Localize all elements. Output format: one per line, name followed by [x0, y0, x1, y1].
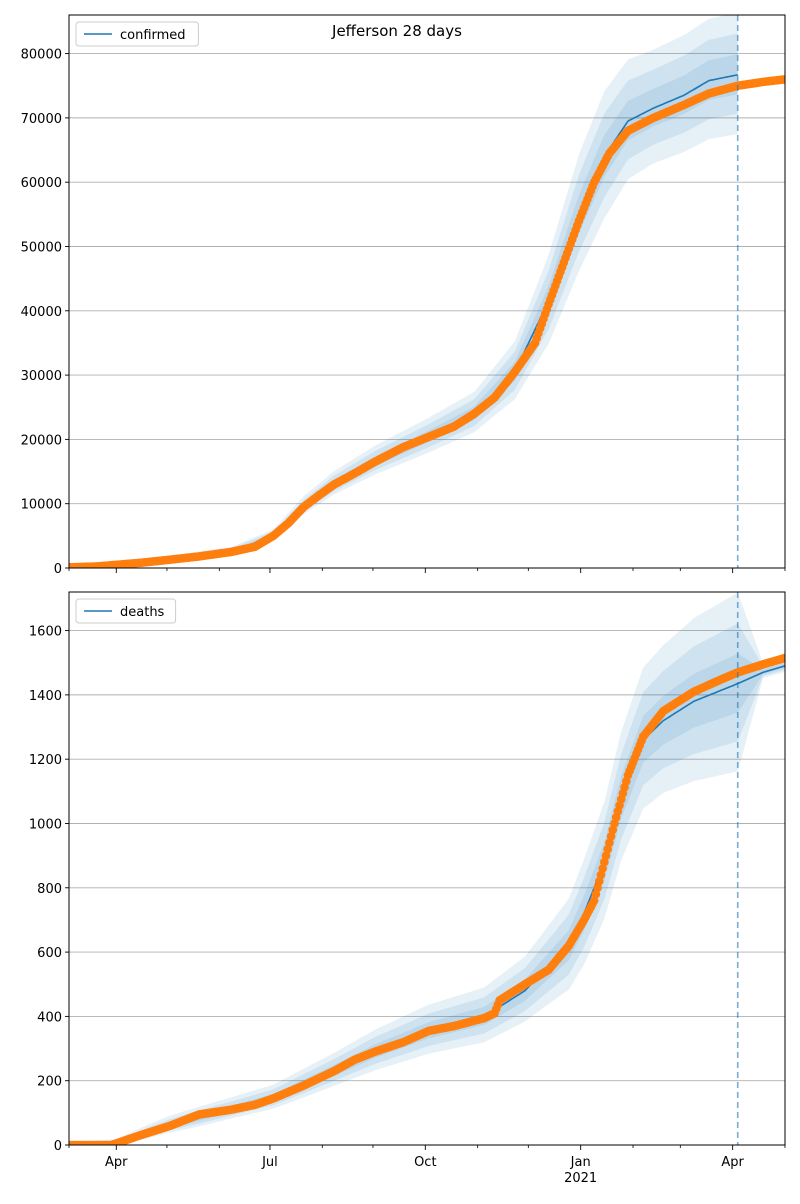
axes-frame [68, 591, 786, 1146]
observed-point [605, 838, 614, 848]
x-tick-year-label: 2021 [564, 1171, 597, 1186]
y-tick-label: 1600 [29, 625, 62, 640]
y-tick-label: 800 [37, 882, 62, 897]
observed-point [606, 832, 616, 841]
legend-box [75, 598, 177, 624]
y-tick-label: 600 [37, 946, 62, 961]
legend-label: deaths [120, 605, 165, 620]
observed-point [780, 75, 785, 84]
x-tick-label: Apr [721, 1155, 744, 1170]
y-tick-label: 80000 [21, 48, 62, 63]
confidence-band-3 [69, 653, 785, 1145]
legend: deaths [75, 598, 177, 624]
plot-area [69, 592, 785, 1145]
x-tick-label: Oct [414, 1155, 436, 1170]
y-tick-label: 1000 [29, 817, 62, 832]
panel-top: 0 10000 20000 30000 40000 50000 60000 70000 8000… [21, 14, 786, 577]
observed-point [591, 889, 601, 899]
observed-point [593, 883, 602, 893]
y-tick-label: 40000 [21, 305, 62, 320]
confidence-band-2 [69, 623, 785, 1145]
y-tick-label: 20000 [21, 433, 62, 448]
observed-point [596, 870, 606, 880]
confidence-band-1 [69, 15, 738, 568]
y-tick-label: 200 [37, 1075, 62, 1090]
y-tick-label: 1200 [29, 753, 62, 768]
x-tick-label: Jul [261, 1155, 278, 1170]
y-tick-label: 30000 [21, 369, 62, 384]
y-tick-label: 400 [37, 1010, 62, 1025]
observed-point [780, 653, 785, 663]
legend-label: confirmed [120, 28, 186, 43]
chart-title: Jefferson 28 days [331, 22, 462, 40]
y-tick-label: 60000 [21, 176, 62, 191]
confidence-band-2 [69, 33, 738, 568]
y-tick-label: 10000 [21, 498, 62, 513]
legend: confirmed [75, 21, 199, 47]
observed-point [601, 851, 611, 860]
y-tick-label: 70000 [21, 112, 62, 127]
x-tick-label: Jan [570, 1155, 591, 1170]
plot-area [69, 15, 785, 568]
observed-point [598, 864, 607, 873]
observed-point [594, 877, 604, 886]
x-tick-label: Apr [105, 1155, 128, 1170]
axes-frame [68, 14, 786, 569]
legend-box [75, 21, 199, 47]
observed-point [603, 844, 612, 854]
observed-point [608, 825, 618, 835]
observed-point [600, 857, 609, 867]
panel-bottom: 0 200 400 600 800 1000 1200 1400 1600 Apr Jul Oct Ja… [29, 591, 786, 1186]
y-tick-label: 0 [54, 562, 62, 577]
y-tick-label: 0 [54, 1139, 62, 1154]
observed-point [589, 896, 599, 905]
confidence-band-3 [69, 54, 738, 568]
y-tick-label: 1400 [29, 689, 62, 704]
y-tick-label: 50000 [21, 240, 62, 255]
